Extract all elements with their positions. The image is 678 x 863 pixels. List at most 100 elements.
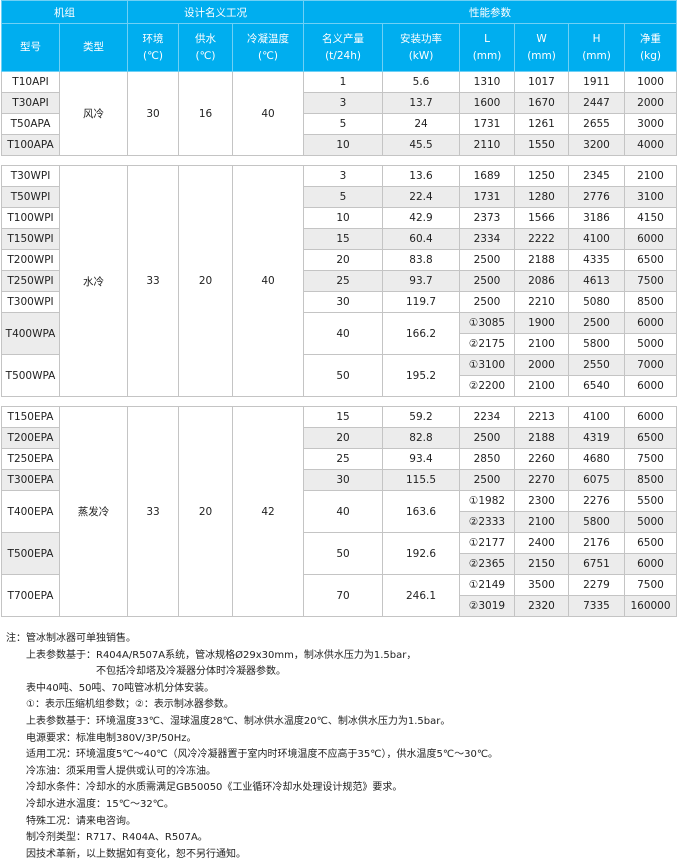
table-row: T100APA 10 45.5 2110 1550 3200 4000 [1, 134, 678, 156]
table-row: T700EPA 70 246.1 ①2149 3500 2279 7500 [1, 574, 677, 617]
weight-cell: 7500 [624, 574, 677, 596]
condensing-temp-cell: 42 [232, 406, 304, 617]
table-row: T500EPA 50 192.6 ①2177 2400 2176 6500 [1, 532, 677, 575]
length-cell: 2334 [459, 228, 515, 250]
width-cell: 2320 [514, 595, 569, 617]
column-title: H [592, 32, 601, 45]
height-cell: 6751 [568, 553, 625, 575]
height-cell: 2279 [568, 574, 625, 596]
table-row: T150WPI 15 60.4 2334 2222 4100 6000 [1, 228, 677, 250]
width-cell: 2100 [514, 375, 569, 397]
height-cell: 2655 [568, 113, 626, 135]
height-cell: 1911 [568, 71, 626, 93]
output-cell: 50 [303, 354, 383, 397]
supply-water-cell: 20 [178, 406, 233, 617]
note-text: 上表参数基于：环境温度33℃、湿球温度28℃、制冰供水温度20℃、制冰供水压力为… [26, 715, 451, 727]
note-text: 特殊工况：请来电咨询。 [26, 815, 136, 827]
weight-cell: 5000 [624, 511, 677, 533]
width-cell: 2100 [514, 333, 569, 355]
output-cell: 40 [303, 312, 383, 355]
table-row: T200WPI 20 83.8 2500 2188 4335 6500 [1, 249, 677, 271]
height-cell: 5080 [568, 291, 625, 313]
header-group1: 机组 [1, 0, 128, 24]
height-cell: 2176 [568, 532, 625, 554]
table-row: ②2365 2150 6751 6000 [2, 553, 677, 575]
height-cell: 4680 [568, 448, 625, 470]
height-cell: 6540 [568, 375, 625, 397]
length-cell: 2373 [459, 207, 515, 229]
length-cell: 2500 [459, 249, 515, 271]
weight-cell: 5000 [624, 333, 677, 355]
column-header: L (mm) [459, 23, 516, 72]
note-text: 冷冻油：须采用雪人提供或认可的冷冻油。 [26, 765, 216, 777]
note-line: 冷却水进水温度：15℃～32℃。 [6, 797, 678, 814]
length-cell: ②2200 [459, 375, 515, 397]
width-cell: 1280 [514, 186, 569, 208]
output-cell: 3 [303, 165, 383, 187]
width-cell: 2270 [514, 469, 569, 491]
length-cell: 2500 [459, 291, 515, 313]
type-cell: 水冷 [59, 165, 128, 397]
length-cell: 1731 [459, 186, 515, 208]
height-cell: 2550 [568, 354, 625, 376]
length-cell: 2234 [459, 406, 515, 428]
width-cell: 1566 [514, 207, 569, 229]
height-cell: 4319 [568, 427, 625, 449]
table-row: T30WPI 水冷 33 20 40 3 13.6 1689 1250 2345 2100 [1, 165, 677, 397]
width-cell: 2188 [514, 427, 569, 449]
column-header: 名义产量 (t/24h) [303, 23, 384, 72]
column-title: 名义产量 [322, 32, 365, 45]
section-table: T150EPA 蒸发冷 33 20 42 15 59.2 2234 2213 4100 6000 T2… [1, 406, 677, 617]
condensing-temp-cell: 40 [232, 165, 304, 397]
output-cell: 70 [303, 574, 383, 617]
table-row: T100WPI 10 42.9 2373 1566 3186 4150 [1, 207, 677, 229]
weight-cell: 2100 [624, 165, 677, 187]
output-cell: 1 [303, 71, 384, 93]
supply-water-cell: 20 [178, 165, 233, 397]
note-text: 适用工况：环境温度5℃～40℃（风冷冷凝器置于室内时环境温度不应高于35℃），供… [26, 749, 499, 761]
column-unit: (mm) [472, 49, 502, 62]
column-header: W (mm) [514, 23, 570, 72]
note-text: 冷却水进水温度：15℃～32℃。 [26, 798, 174, 810]
height-cell: 5800 [568, 333, 625, 355]
model-cell: T150WPI [1, 228, 60, 250]
note-line: 制冷剂类型：R717、R404A、R507A。 [6, 830, 678, 847]
power-cell: 93.7 [382, 270, 460, 292]
width-cell: 1670 [514, 92, 570, 114]
height-cell: 4335 [568, 249, 625, 271]
column-header: 环境 (℃) [127, 23, 179, 72]
note-line: 适用工况：环境温度5℃～40℃（风冷冷凝器置于室内时环境温度不应高于35℃），供… [6, 747, 678, 764]
length-cell: ①2149 [459, 574, 515, 596]
section-table: T30WPI 水冷 33 20 40 3 13.6 1689 1250 2345 2100 T50WP… [1, 165, 677, 397]
column-title: 型号 [20, 41, 41, 53]
table-row: T50APA 5 24 1731 1261 2655 3000 [1, 113, 678, 135]
output-cell: 30 [303, 291, 383, 313]
width-cell: 3500 [514, 574, 569, 596]
weight-cell: 4150 [624, 207, 677, 229]
notes: 注：管冰制冰器可单独销售。 上表参数基于：R404A/R507A系统，管冰规格Ø2… [0, 631, 678, 863]
length-cell: 1310 [459, 71, 516, 93]
power-cell: 5.6 [382, 71, 461, 93]
model-cell: T250WPI [1, 270, 60, 292]
power-cell: 166.2 [382, 312, 460, 355]
weight-cell: 6000 [624, 228, 677, 250]
header-column-row: 型号 类型 环境 (℃) 供水 (℃) 冷凝温度 (℃) 名义产量 (t/24h) 安装功率 (kW)… [1, 23, 678, 72]
table-row: ②2333 2100 5800 5000 [2, 511, 677, 533]
ambient-temp-cell: 33 [127, 165, 179, 397]
table-row: T400EPA 40 163.6 ①1982 2300 2276 5500 [1, 490, 677, 533]
width-cell: 2300 [514, 490, 569, 512]
output-cell: 40 [303, 490, 383, 533]
model-cell: T200WPI [1, 249, 60, 271]
length-cell: 1600 [459, 92, 516, 114]
output-cell: 3 [303, 92, 384, 114]
column-unit: (mm) [527, 49, 556, 62]
output-cell: 5 [303, 113, 384, 135]
output-cell: 15 [303, 406, 383, 428]
weight-cell: 3100 [624, 186, 677, 208]
column-header: 型号 [1, 23, 60, 72]
weight-cell: 7000 [624, 354, 677, 376]
model-cell: T500EPA [1, 532, 60, 575]
note-line: 冷却水条件：冷却水的水质需满足GB50050《工业循环冷却水处理设计规范》要求。 [6, 780, 678, 797]
length-cell: ②2175 [459, 333, 515, 355]
spec-tables: 机组 设计名义工况 性能参数 型号 类型 环境 (℃) 供水 (℃) 冷凝温度 (℃) 名义产量 (t/… [1, 0, 678, 617]
